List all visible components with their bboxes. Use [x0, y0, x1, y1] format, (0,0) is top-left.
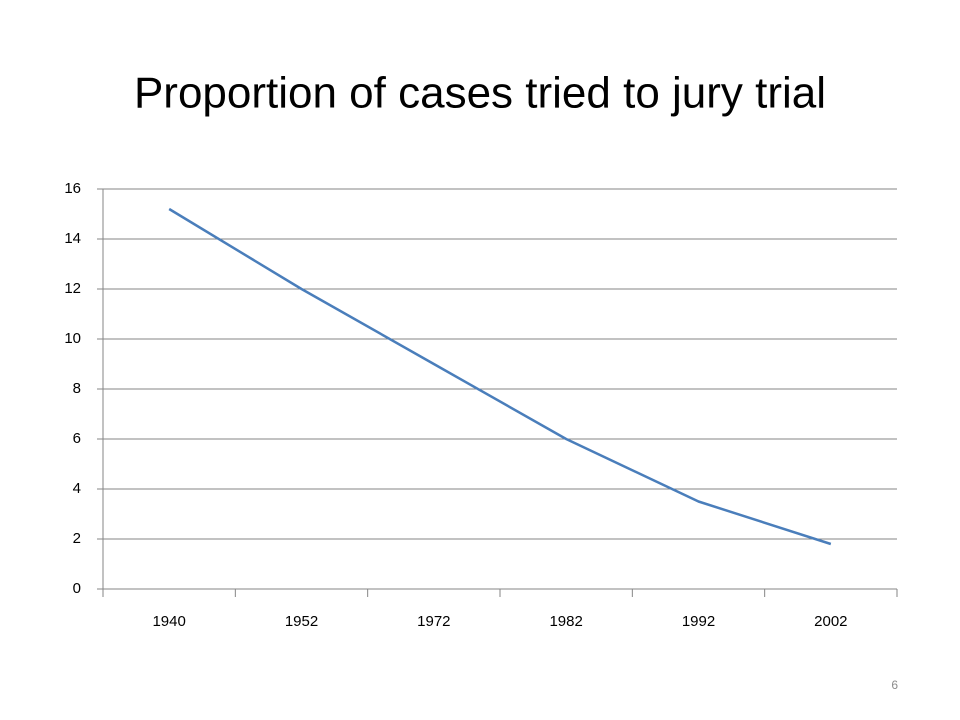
x-tick-label: 1972 — [417, 613, 450, 630]
slide-number: 6 — [891, 678, 898, 692]
y-tick-label: 8 — [73, 380, 81, 397]
y-tick-label: 10 — [64, 330, 81, 347]
y-tick-label: 14 — [64, 230, 81, 247]
x-tick-label: 1992 — [682, 613, 715, 630]
x-tick-label: 1940 — [152, 613, 185, 630]
x-tick-label: 1982 — [549, 613, 582, 630]
y-tick-label: 6 — [73, 430, 81, 447]
y-tick-label: 12 — [64, 280, 81, 297]
x-tick-label: 1952 — [285, 613, 318, 630]
data-line — [168, 207, 832, 546]
y-tick-label: 2 — [73, 530, 81, 547]
y-tick-label: 4 — [73, 480, 81, 497]
x-tick-label: 2002 — [814, 613, 847, 630]
y-tick-label: 16 — [64, 180, 81, 197]
chart-title: Proportion of cases tried to jury trial — [134, 69, 826, 118]
y-tick-label: 0 — [73, 580, 81, 597]
